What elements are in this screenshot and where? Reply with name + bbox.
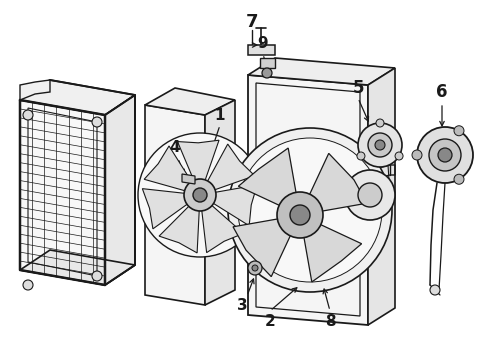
- Circle shape: [357, 152, 365, 160]
- Circle shape: [23, 110, 33, 120]
- Text: 2: 2: [265, 315, 275, 329]
- Circle shape: [454, 174, 464, 184]
- Text: 9: 9: [258, 36, 269, 51]
- Circle shape: [262, 68, 272, 78]
- Circle shape: [92, 117, 102, 127]
- Polygon shape: [144, 146, 192, 191]
- Circle shape: [238, 138, 382, 282]
- Polygon shape: [20, 80, 50, 100]
- Circle shape: [277, 192, 323, 238]
- Circle shape: [430, 285, 440, 295]
- Circle shape: [395, 152, 403, 160]
- Polygon shape: [248, 45, 275, 55]
- Polygon shape: [248, 75, 368, 325]
- Polygon shape: [368, 68, 395, 325]
- Circle shape: [138, 133, 262, 257]
- Text: 3: 3: [237, 297, 247, 312]
- Polygon shape: [309, 153, 367, 211]
- Circle shape: [252, 265, 258, 271]
- Circle shape: [438, 148, 452, 162]
- Polygon shape: [304, 224, 362, 282]
- Circle shape: [23, 280, 33, 290]
- Text: 8: 8: [325, 315, 335, 329]
- Circle shape: [358, 123, 402, 167]
- Circle shape: [454, 126, 464, 136]
- Polygon shape: [182, 174, 195, 184]
- Polygon shape: [20, 250, 135, 285]
- Polygon shape: [233, 219, 291, 276]
- Circle shape: [193, 188, 207, 202]
- Circle shape: [412, 150, 422, 160]
- Text: 7: 7: [246, 13, 258, 31]
- Polygon shape: [205, 100, 235, 305]
- Polygon shape: [145, 105, 205, 305]
- Circle shape: [228, 128, 392, 292]
- Circle shape: [429, 139, 461, 171]
- Polygon shape: [260, 58, 275, 68]
- Polygon shape: [105, 95, 135, 285]
- Polygon shape: [238, 148, 296, 206]
- Circle shape: [417, 127, 473, 183]
- Circle shape: [92, 271, 102, 281]
- Circle shape: [184, 179, 216, 211]
- Polygon shape: [143, 189, 188, 229]
- Circle shape: [358, 183, 382, 207]
- Circle shape: [345, 170, 395, 220]
- Circle shape: [290, 205, 310, 225]
- Circle shape: [368, 133, 392, 157]
- Polygon shape: [213, 185, 257, 226]
- Polygon shape: [145, 88, 235, 115]
- Polygon shape: [20, 100, 105, 285]
- Text: 4: 4: [170, 140, 180, 156]
- Polygon shape: [248, 58, 395, 85]
- Circle shape: [375, 140, 385, 150]
- Text: 6: 6: [436, 83, 448, 101]
- Text: 1: 1: [215, 108, 225, 122]
- Circle shape: [376, 119, 384, 127]
- Circle shape: [248, 261, 262, 275]
- Polygon shape: [207, 144, 255, 190]
- Polygon shape: [177, 140, 219, 181]
- Polygon shape: [202, 205, 244, 253]
- Polygon shape: [159, 206, 199, 253]
- Polygon shape: [20, 80, 135, 115]
- Text: 5: 5: [352, 79, 364, 97]
